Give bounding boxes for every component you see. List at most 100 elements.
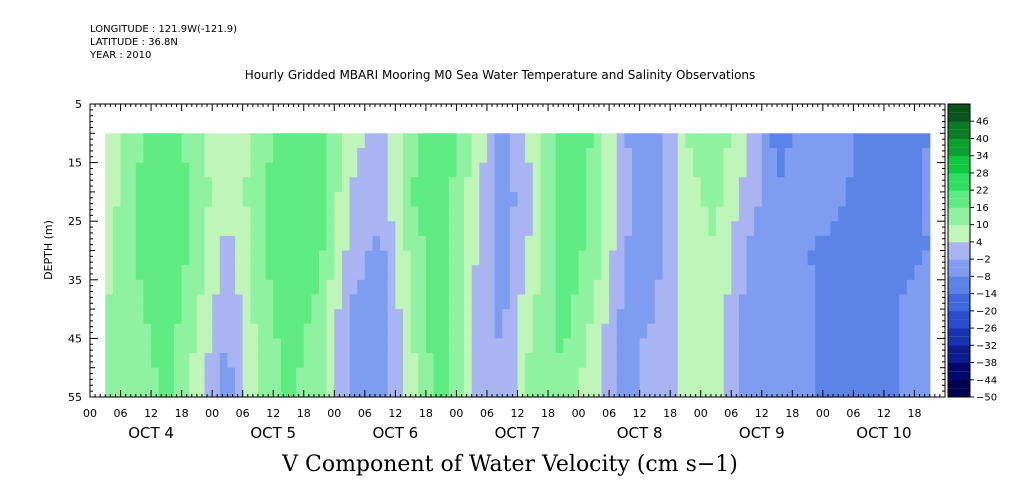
- heatmap-cell: [647, 133, 656, 149]
- heatmap-cell: [845, 279, 854, 296]
- heatmap-cell: [525, 265, 534, 281]
- heatmap-cell: [708, 221, 717, 237]
- heatmap-cell: [761, 147, 771, 164]
- heatmap-cell: [822, 279, 832, 296]
- heatmap-cell: [754, 147, 763, 164]
- heatmap-cell: [196, 250, 206, 266]
- heatmap-cell: [242, 294, 251, 310]
- heatmap-cell: [410, 235, 419, 252]
- heatmap-cell: [456, 338, 465, 354]
- heatmap-cell: [326, 294, 335, 310]
- heatmap-cell: [861, 294, 870, 310]
- heatmap-cell: [319, 177, 328, 193]
- heatmap-cell: [280, 279, 290, 296]
- heatmap-cell: [235, 309, 244, 325]
- heatmap-cell: [685, 367, 694, 383]
- heatmap-cell: [196, 309, 206, 325]
- heatmap-cell: [250, 177, 259, 193]
- heatmap-cell: [845, 265, 854, 281]
- heatmap-cell: [311, 206, 320, 222]
- heatmap-cell: [402, 147, 412, 164]
- heatmap-cell: [341, 367, 351, 383]
- heatmap-cell: [601, 338, 610, 354]
- heatmap-cell: [777, 191, 786, 208]
- heatmap-cell: [418, 309, 427, 325]
- heatmap-cell: [769, 309, 778, 325]
- heatmap-cell: [319, 279, 328, 296]
- heatmap-cell: [319, 309, 328, 325]
- heatmap-cell: [685, 353, 694, 369]
- heatmap-cell: [189, 294, 198, 310]
- heatmap-cell: [754, 162, 763, 178]
- heatmap-cell: [120, 221, 129, 237]
- heatmap-cell: [173, 162, 183, 178]
- heatmap-cell: [914, 177, 923, 193]
- heatmap-cell: [792, 382, 801, 398]
- heatmap-cell: [158, 353, 167, 369]
- heatmap-cell: [105, 338, 114, 354]
- heatmap-cell: [349, 162, 358, 178]
- heatmap-cell: [845, 309, 854, 325]
- latitude-label: LATITUDE : 36.8N: [90, 37, 178, 48]
- heatmap-cell: [494, 147, 503, 164]
- heatmap-cell: [196, 235, 206, 252]
- heatmap-cell: [670, 309, 679, 325]
- heatmap-cell: [204, 382, 213, 398]
- heatmap-cell: [540, 133, 549, 149]
- heatmap-cell: [456, 147, 465, 164]
- x-hour-label: 12: [877, 407, 891, 420]
- heatmap-cell: [257, 250, 267, 266]
- heatmap-cell: [784, 323, 793, 339]
- heatmap-cell: [311, 279, 320, 296]
- heatmap-cell: [296, 147, 305, 164]
- heatmap-cell: [799, 353, 809, 369]
- heatmap-cell: [509, 177, 519, 193]
- heatmap-cell: [387, 162, 396, 178]
- heatmap-cell: [402, 133, 412, 149]
- heatmap-cell: [601, 353, 610, 369]
- heatmap-cell: [280, 235, 290, 252]
- heatmap-cell: [395, 353, 404, 369]
- heatmap-cell: [830, 250, 839, 266]
- heatmap-cell: [418, 265, 427, 281]
- heatmap-cell: [250, 162, 259, 178]
- heatmap-cell: [387, 338, 396, 354]
- heatmap-cell: [624, 309, 633, 325]
- heatmap-cell: [609, 147, 618, 164]
- heatmap-cell: [570, 147, 580, 164]
- heatmap-cell: [143, 265, 152, 281]
- heatmap-cell: [532, 191, 541, 208]
- heatmap-cell: [693, 265, 702, 281]
- heatmap-cell: [677, 294, 687, 310]
- heatmap-cell: [578, 147, 587, 164]
- heatmap-cell: [868, 279, 877, 296]
- heatmap-cell: [883, 162, 893, 178]
- heatmap-cell: [570, 191, 580, 208]
- heatmap-cell: [601, 191, 610, 208]
- heatmap-cell: [632, 265, 641, 281]
- heatmap-cell: [838, 177, 847, 193]
- heatmap-cell: [525, 250, 534, 266]
- heatmap-cell: [380, 265, 389, 281]
- colorbar-swatch: [948, 371, 970, 381]
- heatmap-cell: [586, 177, 595, 193]
- heatmap-cell: [494, 338, 503, 354]
- heatmap-cell: [158, 382, 167, 398]
- heatmap-cell: [738, 367, 748, 383]
- heatmap-cell: [464, 177, 473, 193]
- heatmap-cell: [738, 235, 748, 252]
- heatmap-cell: [662, 323, 671, 339]
- heatmap-cell: [464, 235, 473, 252]
- heatmap-cell: [227, 235, 236, 252]
- heatmap-cell: [288, 265, 297, 281]
- heatmap-cell: [273, 279, 282, 296]
- heatmap-cell: [662, 279, 671, 296]
- heatmap-cell: [464, 206, 473, 222]
- heatmap-cell: [731, 147, 740, 164]
- heatmap-cell: [181, 294, 190, 310]
- heatmap-cell: [815, 221, 824, 237]
- heatmap-cell: [685, 382, 694, 398]
- heatmap-cell: [761, 250, 771, 266]
- heatmap-cell: [838, 323, 847, 339]
- heatmap-cell: [784, 235, 793, 252]
